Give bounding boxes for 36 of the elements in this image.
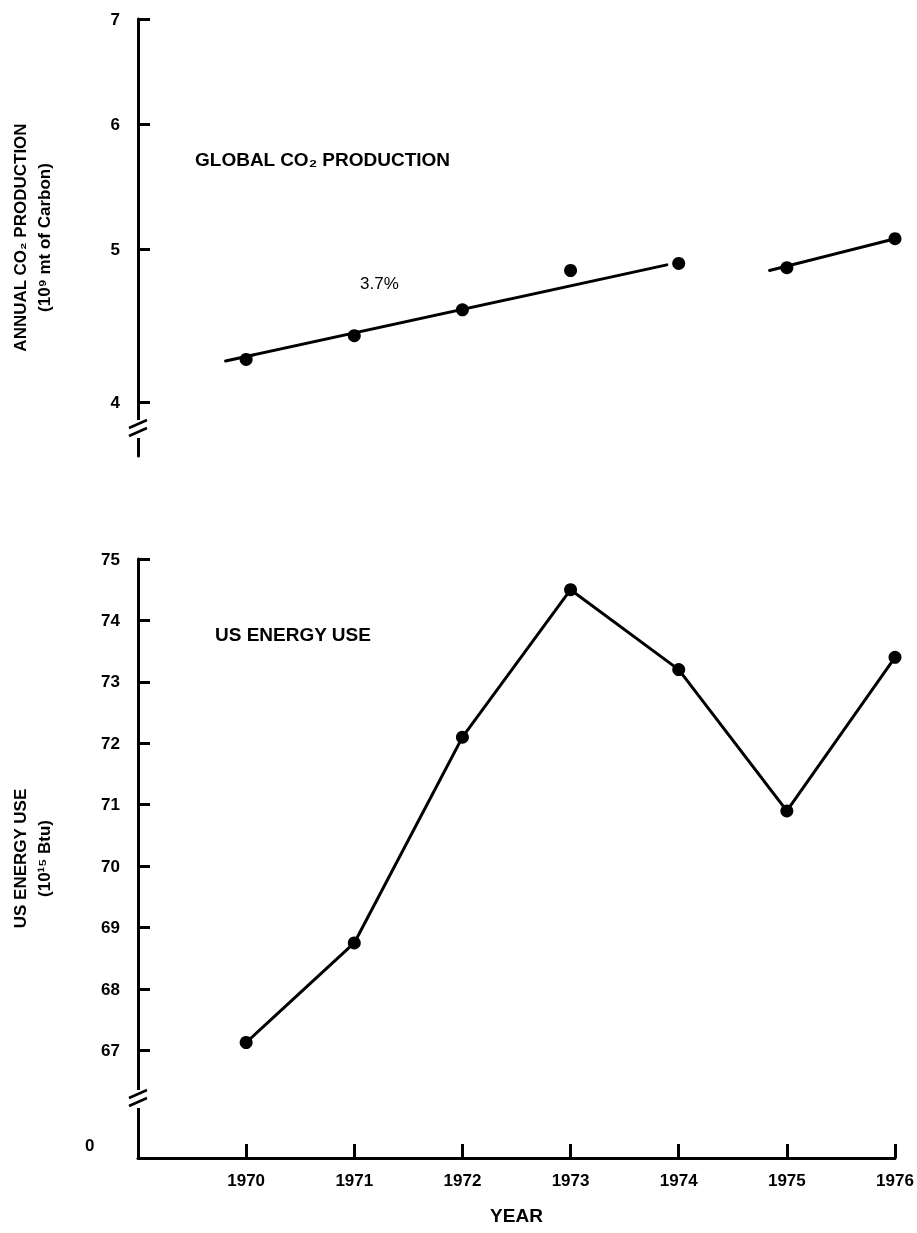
- point: [239, 1036, 253, 1049]
- x-axis-title: YEAR: [490, 1205, 544, 1226]
- y-axis-title: US ENERGY USE (10¹⁵ Btu): [10, 788, 54, 929]
- point: [780, 804, 794, 818]
- x-tick-label: 1972: [443, 1171, 482, 1190]
- point: [564, 583, 578, 597]
- y-tick-label: 71: [101, 795, 120, 815]
- x-tick-label: 1970: [227, 1171, 266, 1190]
- y-tick-label: 69: [101, 918, 120, 938]
- y-tick-label: 75: [101, 549, 120, 569]
- x-tick-label: 1973: [551, 1171, 590, 1190]
- point: [672, 663, 686, 677]
- y-tick-label: 68: [101, 979, 120, 999]
- y-axis-title: ANNUAL CO₂ PRODUCTION (10⁹ mt of Carbon): [10, 123, 54, 352]
- x-tick-label: 1976: [876, 1171, 914, 1190]
- point: [564, 264, 578, 277]
- point: [347, 936, 361, 950]
- text: GLOBAL CO₂ PRODUCTION: [195, 149, 451, 170]
- y-tick-label: 70: [101, 856, 120, 876]
- text: US ENERGY USE: [215, 624, 371, 645]
- annotation: 3.7%: [360, 274, 399, 293]
- y-tick-label: 4: [110, 393, 121, 413]
- x-tick-label: 1974: [659, 1171, 699, 1190]
- y-tick-label: 6: [110, 115, 120, 135]
- x-tick-label: 1971: [335, 1171, 374, 1190]
- point: [455, 730, 469, 744]
- y-tick-label: 73: [101, 672, 120, 692]
- y-tick-label: 72: [101, 733, 120, 753]
- point: [672, 256, 686, 270]
- x-tick-label: 1975: [767, 1171, 806, 1190]
- point: [888, 650, 902, 664]
- y-tick-label: 7: [110, 9, 120, 29]
- y-tick-label: 5: [110, 240, 120, 260]
- text: 0: [85, 1136, 95, 1155]
- y-tick-label: 74: [101, 610, 121, 630]
- y-tick-label: 67: [101, 1040, 120, 1060]
